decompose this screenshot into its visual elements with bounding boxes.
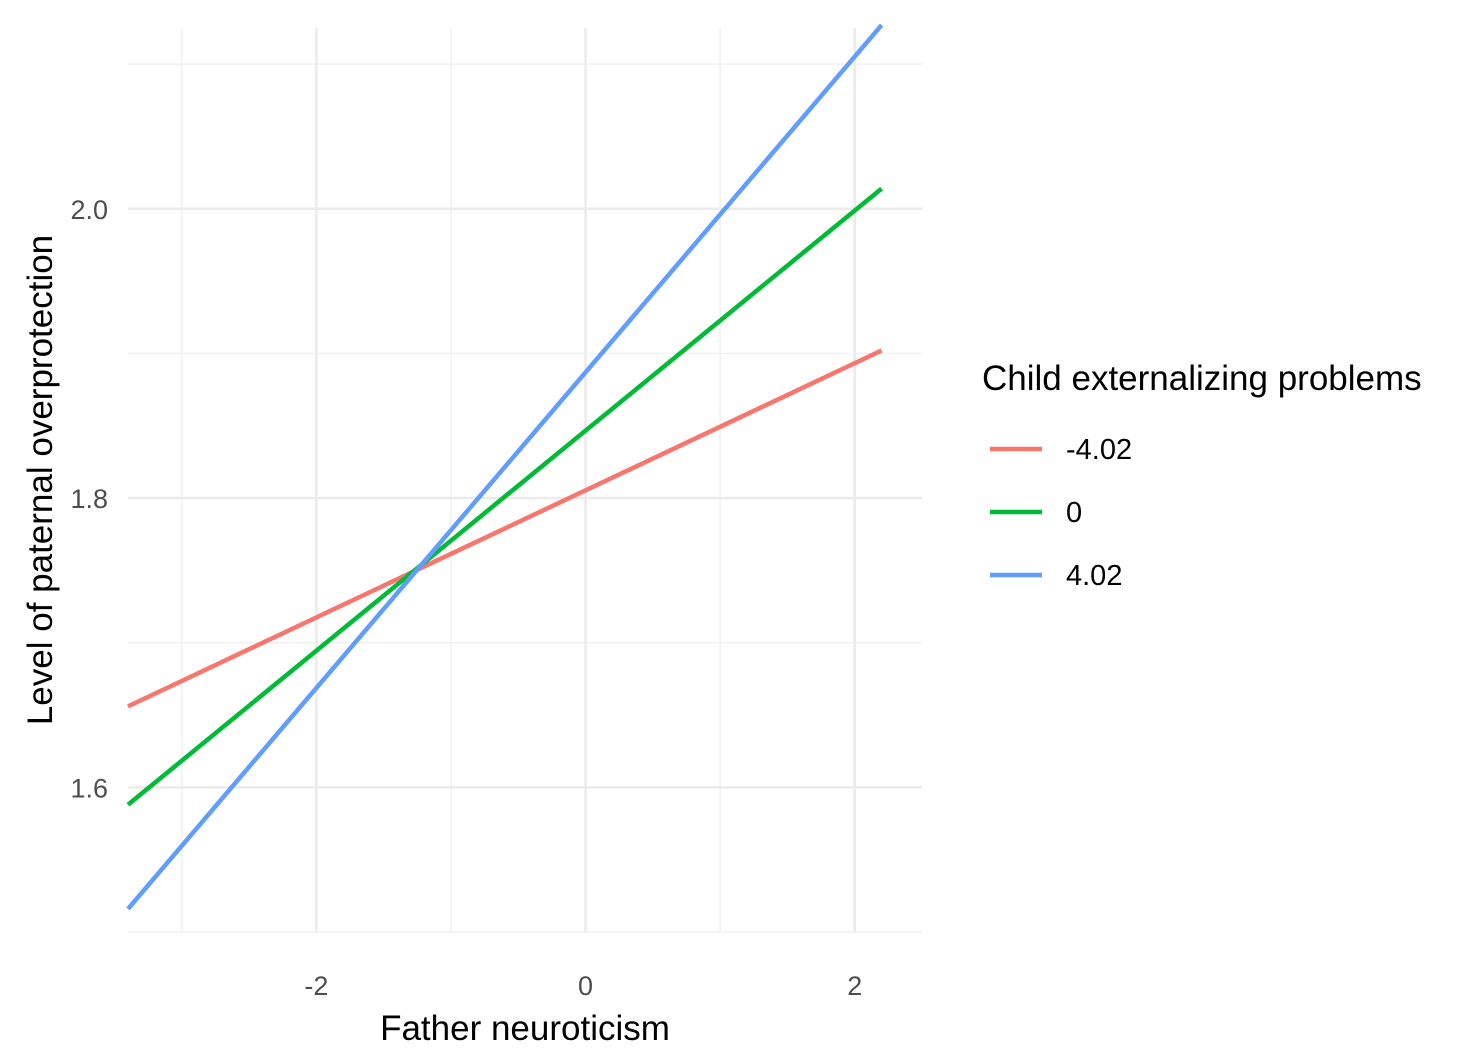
series-line-2 [126,23,884,911]
x-tick-label-2: 2 [847,971,862,1001]
series-line-0 [127,348,883,709]
y-tick-label-0: 1.6 [70,773,108,803]
y-tick-label-2: 2.0 [70,195,108,225]
legend-title: Child externalizing problems [982,359,1422,398]
x-tick-labels: -2 0 2 [304,971,862,1001]
legend-label-1: 0 [1066,497,1082,529]
major-gridlines [128,28,922,932]
legend: Child externalizing problems -4.02 0 4.02 [982,359,1422,592]
legend-items: -4.02 0 4.02 [990,434,1132,592]
x-tick-label-0: -2 [304,971,328,1001]
x-axis-title: Father neuroticism [380,1009,670,1048]
legend-label-0: -4.02 [1066,434,1132,466]
series-lines [126,23,884,911]
y-tick-label-1: 1.8 [70,484,108,514]
y-tick-labels: 1.6 1.8 2.0 [70,195,108,804]
legend-label-2: 4.02 [1066,560,1122,592]
series-line-1 [126,186,884,807]
x-tick-label-1: 0 [578,971,593,1001]
y-axis-title: Level of paternal overprotection [21,235,60,725]
